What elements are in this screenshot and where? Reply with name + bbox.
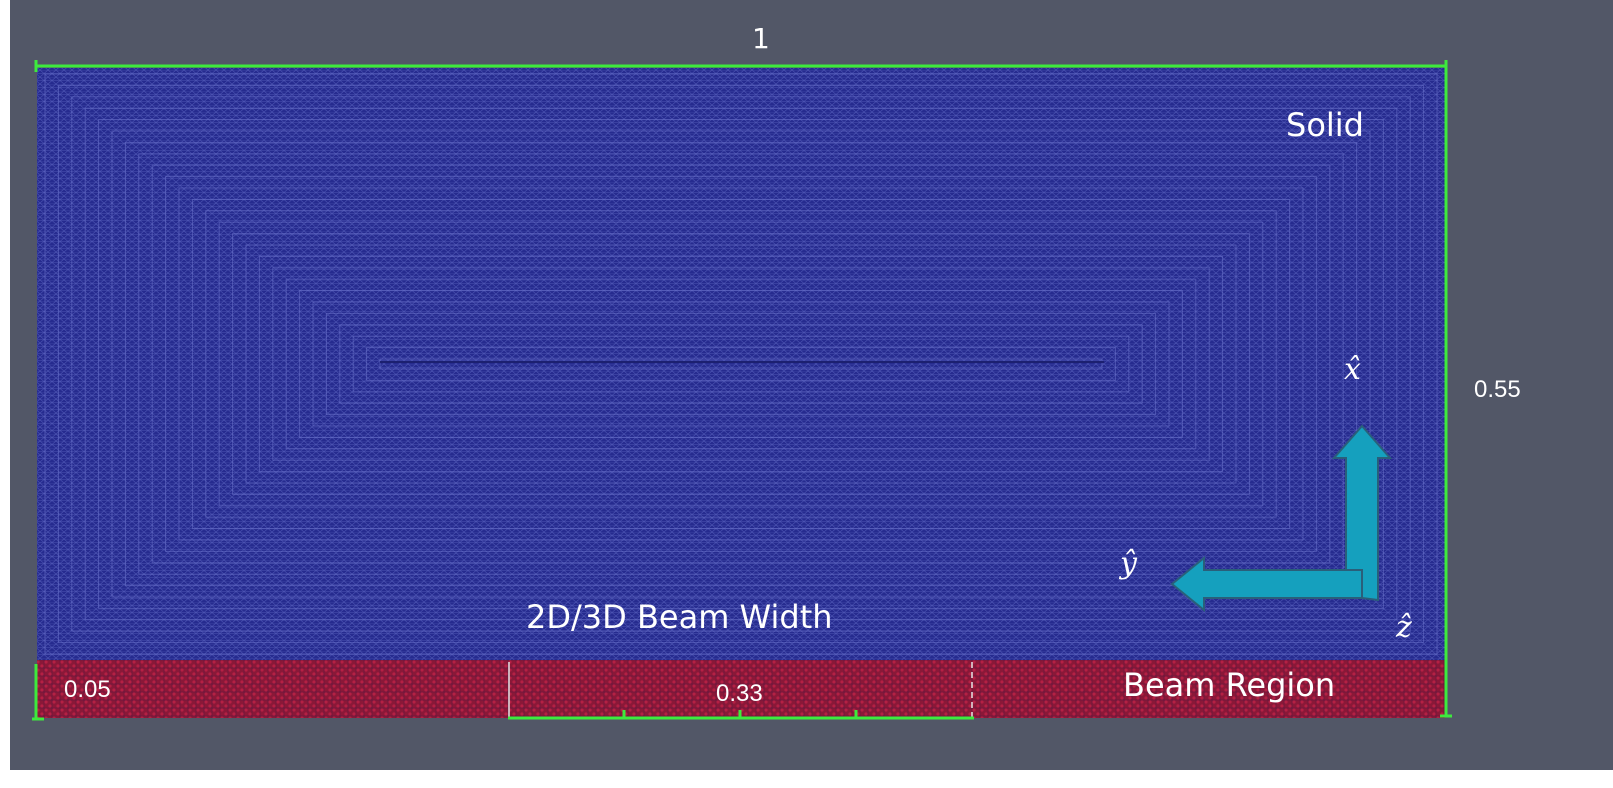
height-label: 0.55 [1474,376,1521,403]
x-axis-label: x̂ [1344,352,1361,387]
mesh-contour [379,358,1103,370]
solid-region [37,68,1445,660]
mesh-contour [57,84,1425,644]
mesh-contour [218,221,1264,507]
mesh-contour [232,233,1250,495]
mesh-contour [339,324,1143,404]
beam-width-value-label: 0.33 [716,680,763,707]
mesh-contour [312,301,1170,427]
mesh-contour [151,164,1331,564]
mesh-contour [325,312,1157,416]
mesh-contour [285,278,1197,450]
left-offset-label: 0.05 [64,676,111,703]
length-label: 1 [752,22,770,55]
mesh-contour [111,130,1371,598]
mesh-contour [352,335,1130,393]
mesh-contour [366,347,1116,381]
beam-region [37,660,1445,718]
solid-label: Solid [1286,106,1364,144]
mesh-contour [205,210,1277,518]
beam-region-label: Beam Region [1123,666,1336,704]
mesh-contour [178,187,1304,541]
mesh-contour [44,73,1438,655]
mesh-contour [98,119,1384,609]
x-axis-arrow [1331,424,1393,602]
mesh-contour [258,255,1224,473]
mesh-contour [272,267,1210,461]
mesh-contour [191,198,1291,530]
mesh-contour [138,153,1344,575]
y-axis-label: ŷ [1120,546,1137,581]
beam-width-ruler [508,662,974,720]
axis-arrows [1170,424,1393,613]
z-axis-label: ẑ [1396,610,1412,645]
mesh-contour [124,141,1358,587]
mesh-contour [71,96,1411,632]
mesh-contour [165,176,1317,552]
mesh-contour [299,290,1183,438]
mesh-contour [245,244,1237,484]
height-ruler [1440,66,1452,718]
beam-width-label: 2D/3D Beam Width [526,598,833,636]
y-axis-arrow [1170,555,1363,613]
left-offset-ruler [32,664,44,721]
solid-mesh-contours [44,73,1438,655]
mesh-contour [84,107,1398,621]
